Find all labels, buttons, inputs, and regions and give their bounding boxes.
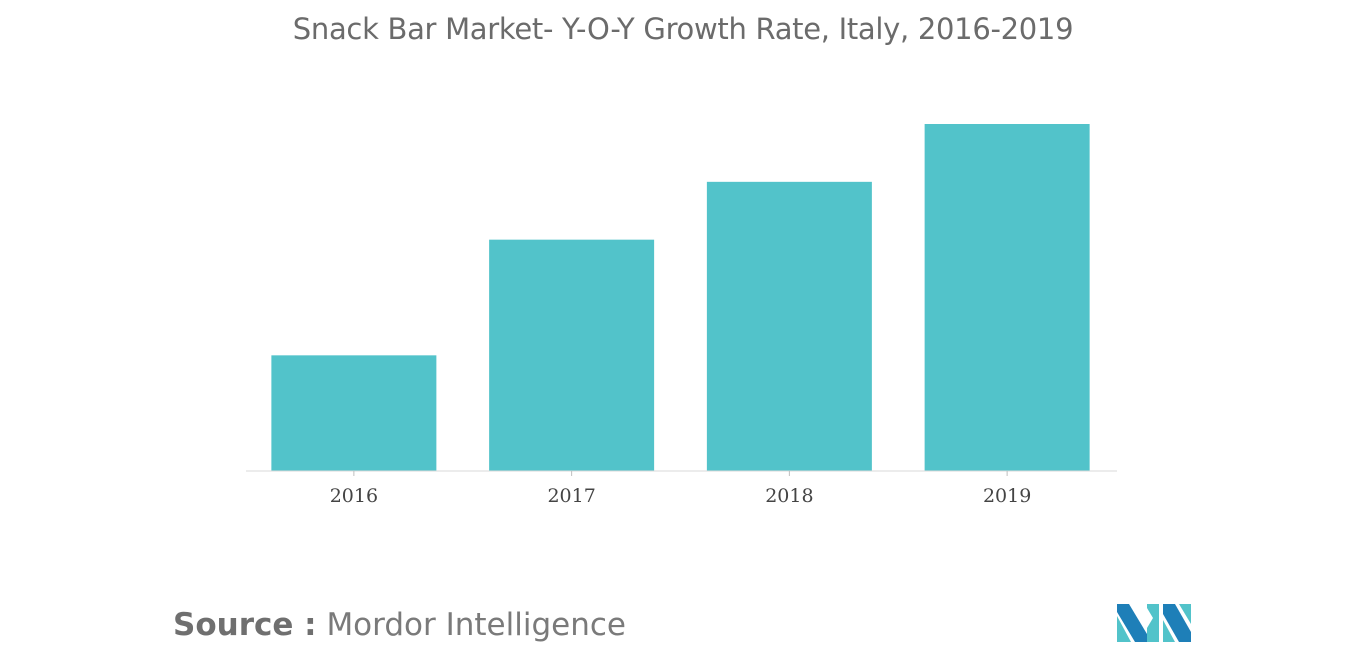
mordor-intelligence-logo-icon: [1117, 604, 1191, 642]
bar-2016: [271, 355, 437, 471]
source-name: Mordor Intelligence: [326, 607, 626, 643]
x-tick-labels-group: 2016 2017 2018 2019: [330, 485, 1032, 507]
chart-title: Snack Bar Market- Y-O-Y Growth Rate, Ita…: [292, 12, 1074, 46]
x-tick-label-2016: 2016: [330, 485, 378, 507]
source-label: Source :: [173, 607, 317, 643]
x-tick-label-2017: 2017: [547, 485, 595, 507]
bar-2018: [706, 181, 872, 472]
bars-group: [271, 124, 1090, 472]
x-tick-label-2018: 2018: [765, 485, 813, 507]
x-tick-label-2019: 2019: [983, 485, 1031, 507]
bar-2019: [924, 124, 1090, 471]
bar-2017: [489, 239, 655, 471]
source-note: Source : Mordor Intelligence: [173, 607, 626, 643]
x-ticks-group: [353, 471, 1008, 476]
